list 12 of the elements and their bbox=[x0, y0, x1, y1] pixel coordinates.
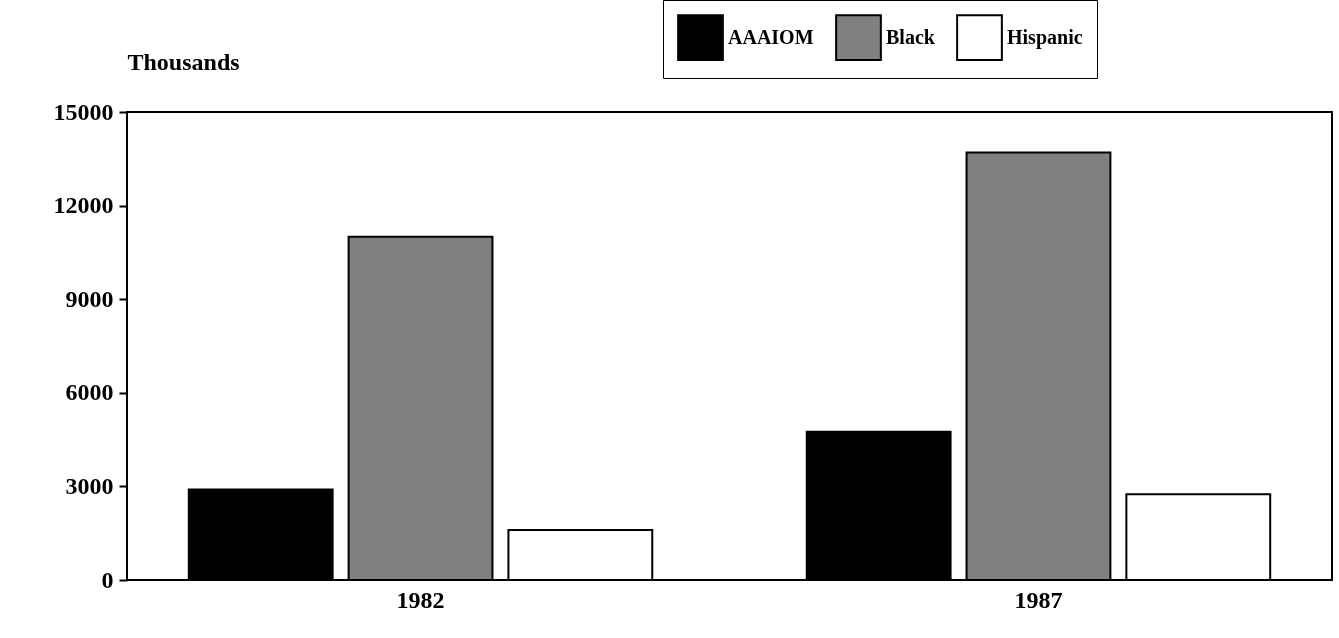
x-tick-label: 1982 bbox=[396, 586, 445, 613]
y-axis-title: Thousands bbox=[127, 48, 240, 75]
y-tick-label: 6000 bbox=[65, 379, 114, 406]
y-tick-label: 3000 bbox=[65, 472, 114, 499]
y-tick-label: 9000 bbox=[65, 285, 114, 312]
legend-label: Black bbox=[886, 25, 936, 48]
y-tick-label: 15000 bbox=[53, 98, 114, 125]
legend-label: AAAIOM bbox=[728, 25, 814, 48]
x-tick-label: 1987 bbox=[1014, 586, 1063, 613]
y-tick-label: 0 bbox=[101, 566, 114, 593]
legend-label: Hispanic bbox=[1007, 25, 1083, 49]
y-tick-label: 12000 bbox=[53, 192, 114, 219]
